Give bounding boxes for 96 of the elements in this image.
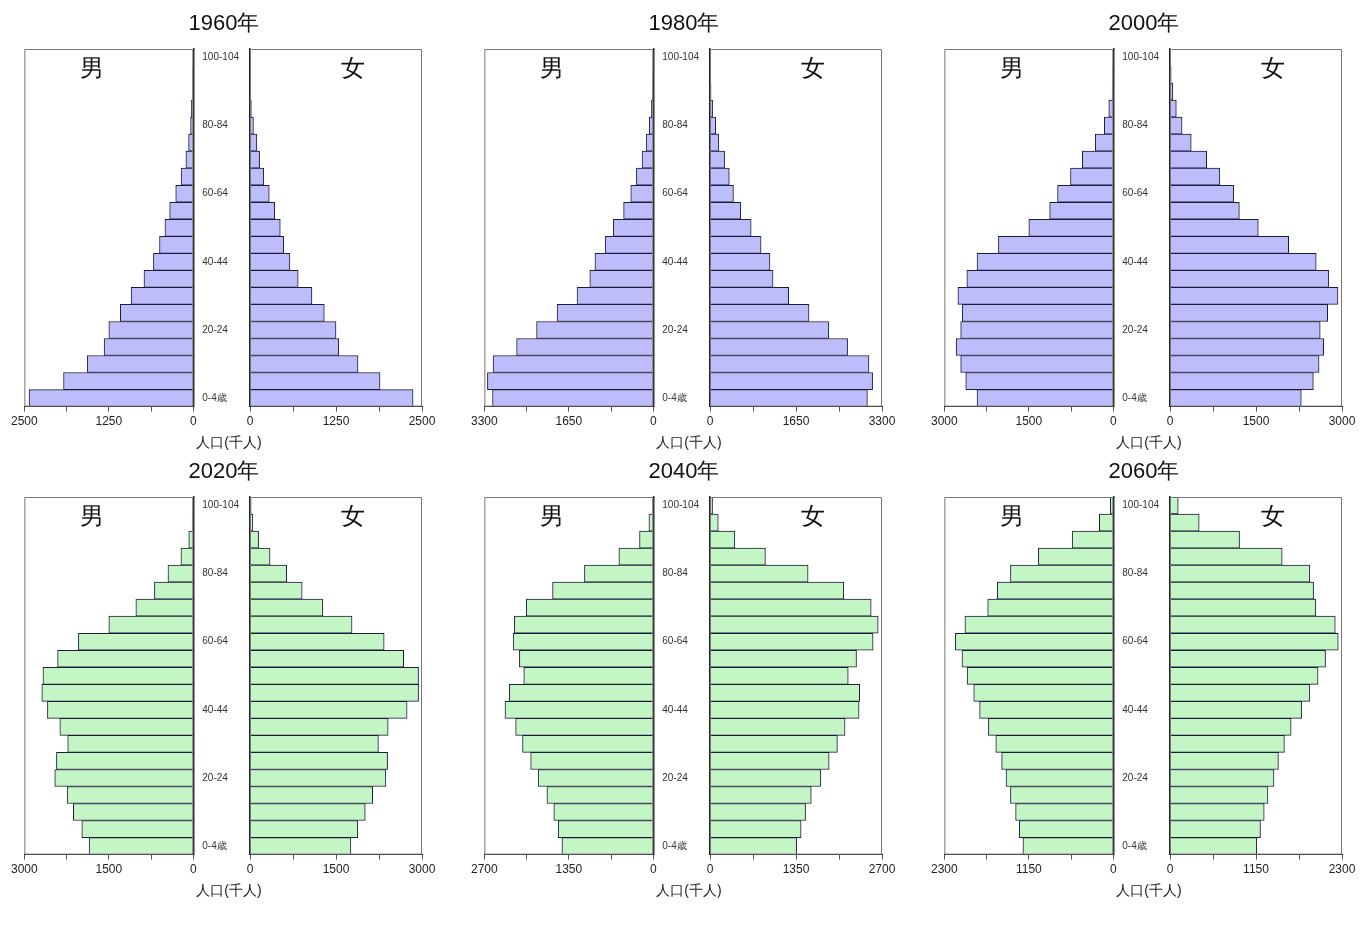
y-tick-label: 40-44 [662, 255, 689, 267]
series-label: 男 [539, 501, 564, 529]
x-tick-label: 2500 [11, 414, 39, 429]
x-tick-label: 1150 [1243, 862, 1270, 877]
text: 女 [801, 53, 826, 81]
x-tick-label: 1500 [1015, 414, 1043, 429]
x-tick-label: 0 [706, 862, 714, 877]
x-axis-title: 人口(千人) [655, 882, 723, 900]
x-tick-label: 0 [706, 414, 714, 429]
x-tick-label: 2700 [471, 862, 499, 877]
y-tick-label: 20-24 [1122, 323, 1149, 335]
y-tick-label: 40-44 [1122, 255, 1149, 267]
x-tick-label: 0 [246, 862, 254, 877]
y-tick-label: 40-44 [662, 703, 689, 715]
x-tick-label: 0 [189, 414, 197, 429]
y-tick-label: 100-104 [1122, 51, 1160, 63]
chart-title: 2000年 [1107, 9, 1181, 37]
chart-title: 1960年 [187, 9, 261, 37]
x-tick-label: 3000 [931, 414, 959, 429]
x-axis-title: 人口(千人) [195, 434, 263, 452]
y-tick-label: 40-44 [202, 255, 229, 267]
chart-title: 2060年 [1107, 457, 1181, 485]
y-tick-label: 20-24 [662, 323, 689, 335]
y-tick-label: 40-44 [202, 703, 229, 715]
y-tick-label: 60-64 [1122, 635, 1149, 647]
y-tick-label: 20-24 [1122, 771, 1149, 783]
series-label: 男 [999, 501, 1024, 529]
text: 男 [79, 501, 104, 529]
y-tick-label: 40-44 [1122, 703, 1149, 715]
text: 男 [999, 53, 1024, 81]
y-tick-label: 80-84 [662, 119, 689, 131]
y-tick-label: 80-84 [202, 119, 229, 131]
y-tick-label: 100-104 [662, 51, 700, 63]
series-label: 女 [801, 501, 826, 529]
x-tick-label: 0 [246, 414, 254, 429]
x-tick-label: 3300 [868, 414, 896, 429]
x-tick-label: 1500 [322, 862, 350, 877]
series-label: 女 [1261, 501, 1286, 529]
x-tick-label: 2300 [931, 862, 959, 877]
x-tick-label: 1350 [555, 862, 583, 877]
chart-title: 2020年 [187, 457, 261, 485]
y-tick-label: 0-4歳 [1122, 391, 1147, 403]
x-tick-label: 0 [1166, 862, 1174, 877]
x-tick-label: 0 [1109, 862, 1117, 877]
y-tick-label: 60-64 [662, 187, 689, 199]
x-tick-label: 1500 [1242, 414, 1270, 429]
y-tick-label: 0-4歳 [202, 839, 227, 851]
y-tick-label: 0-4歳 [202, 391, 227, 403]
y-tick-label: 80-84 [202, 567, 229, 579]
x-tick-label: 1500 [95, 862, 123, 877]
x-tick-label: 0 [189, 862, 197, 877]
x-tick-label: 1350 [782, 862, 810, 877]
y-tick-label: 80-84 [1122, 567, 1149, 579]
x-tick-label: 3000 [1328, 414, 1356, 429]
text: 女 [341, 53, 366, 81]
x-tick-label: 3300 [471, 414, 499, 429]
x-tick-label: 0 [1166, 414, 1174, 429]
chart-title: 2040年 [647, 457, 721, 485]
text: 男 [539, 53, 564, 81]
y-tick-label: 60-64 [202, 635, 229, 647]
x-tick-label: 0 [649, 862, 657, 877]
x-tick-label: 1150 [1015, 862, 1043, 877]
y-tick-label: 80-84 [1122, 119, 1149, 131]
x-tick-label: 1250 [322, 414, 350, 429]
x-axis-title: 人口(千人) [655, 434, 723, 452]
x-tick-label: 0 [649, 414, 657, 429]
y-tick-label: 20-24 [202, 771, 229, 783]
x-tick-label: 1650 [782, 414, 810, 429]
x-tick-label: 0 [1109, 414, 1117, 429]
x-tick-label: 1650 [555, 414, 583, 429]
y-tick-label: 0-4歳 [1122, 839, 1147, 851]
y-tick-label: 100-104 [202, 51, 240, 63]
y-tick-label: 100-104 [662, 499, 700, 511]
y-tick-label: 20-24 [202, 323, 229, 335]
x-axis-title: 人口(千人) [195, 882, 263, 900]
text: 女 [341, 501, 366, 529]
x-tick-label: 2700 [868, 862, 896, 877]
x-tick-label: 2500 [408, 414, 436, 429]
y-tick-label: 20-24 [662, 771, 689, 783]
y-tick-label: 0-4歳 [662, 839, 687, 851]
x-tick-label: 2300 [1328, 862, 1356, 877]
y-tick-label: 60-64 [662, 635, 689, 647]
y-tick-label: 0-4歳 [662, 391, 687, 403]
x-axis-title: 人口(千人) [1115, 434, 1183, 452]
text: 女 [1261, 53, 1286, 81]
x-tick-label: 3000 [11, 862, 39, 877]
text: 男 [79, 53, 104, 81]
y-tick-label: 80-84 [662, 567, 689, 579]
y-tick-label: 60-64 [202, 187, 229, 199]
chart-title: 1980年 [647, 9, 721, 37]
x-tick-label: 1250 [95, 414, 123, 429]
x-axis-title: 人口(千人) [1115, 882, 1183, 900]
y-tick-label: 100-104 [202, 499, 240, 511]
y-tick-label: 100-104 [1122, 499, 1160, 511]
y-tick-label: 60-64 [1122, 187, 1149, 199]
x-tick-label: 3000 [408, 862, 436, 877]
